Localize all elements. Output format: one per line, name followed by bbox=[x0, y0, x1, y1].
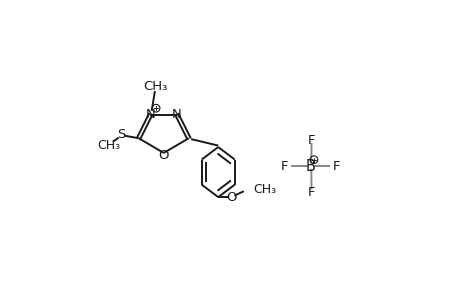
Text: F: F bbox=[280, 160, 288, 173]
Text: N: N bbox=[146, 108, 155, 121]
Text: O: O bbox=[158, 148, 168, 161]
Text: B: B bbox=[305, 159, 315, 174]
Text: O: O bbox=[226, 190, 236, 204]
Text: F: F bbox=[307, 186, 314, 199]
Text: N: N bbox=[172, 108, 181, 121]
Text: S: S bbox=[117, 128, 125, 141]
Text: CH₃: CH₃ bbox=[97, 140, 120, 152]
Text: CH₃: CH₃ bbox=[143, 80, 167, 93]
Text: CH₃: CH₃ bbox=[253, 183, 276, 196]
Text: F: F bbox=[332, 160, 340, 173]
Text: F: F bbox=[307, 134, 314, 147]
